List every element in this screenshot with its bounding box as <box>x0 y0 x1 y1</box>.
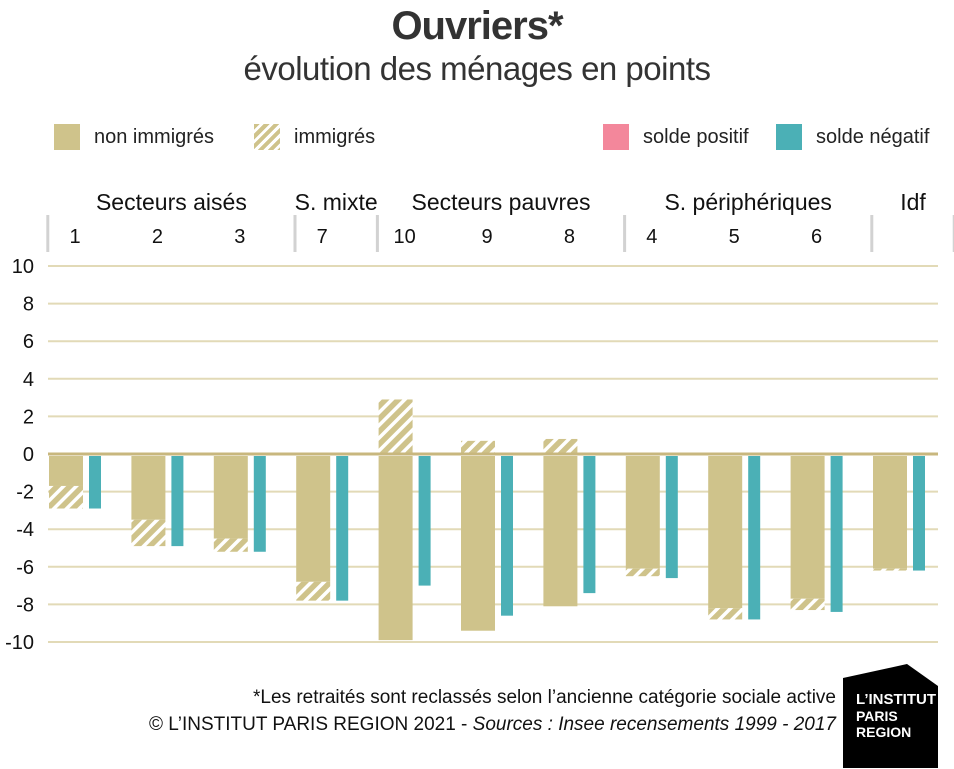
y-tick-label: 8 <box>23 294 34 316</box>
bar-non-immigres <box>873 456 907 569</box>
group-label: Secteurs pauvres <box>412 189 591 215</box>
category-label: 4 <box>646 226 657 248</box>
logo-line-2: PARIS <box>856 708 898 724</box>
bar-non-immigres <box>790 456 825 599</box>
legend-label-immigres: immigrés <box>294 125 376 148</box>
bar-non-immigres <box>625 456 660 569</box>
category-label: 1 <box>69 226 80 248</box>
legend-swatch-solde-positif <box>603 124 629 150</box>
chart-subtitle: évolution des ménages en points <box>243 50 712 87</box>
group-label: Idf <box>900 189 926 215</box>
bar-immigres <box>873 568 907 571</box>
bar-immigres <box>378 399 413 454</box>
legend-label-solde-negatif: solde négatif <box>816 125 930 148</box>
group-header-layer: Secteurs aisés 1 2 3 S. mixte 7 Secteurs pauvr… <box>46 189 954 252</box>
y-tick-label: -4 <box>16 519 34 541</box>
bar-solde-negatif <box>913 456 925 571</box>
bar-non-immigres <box>378 456 413 641</box>
category-label: 5 <box>729 226 740 248</box>
bar-solde-negatif <box>418 456 431 586</box>
legend-swatch-immigres <box>254 124 280 150</box>
y-tick-label: -2 <box>16 482 34 504</box>
category-label: 6 <box>811 226 822 248</box>
group-label: Secteurs aisés <box>96 189 247 215</box>
sources-text: Sources : Insee recensements 1999 - 2017 <box>472 714 836 735</box>
bar-immigres <box>213 538 248 552</box>
group-label: S. mixte <box>295 189 378 215</box>
category-label: 9 <box>481 226 492 248</box>
y-tick-label: 6 <box>23 331 34 353</box>
bar-immigres <box>131 519 166 547</box>
y-tick-label: -10 <box>5 632 34 654</box>
chart-title: Ouvriers* <box>391 4 563 48</box>
bar-non-immigres <box>296 456 331 582</box>
institut-logo <box>843 664 938 768</box>
bar-solde-negatif <box>336 456 349 601</box>
bar-non-immigres <box>708 456 743 609</box>
bar-immigres <box>296 581 331 601</box>
category-label: 8 <box>564 226 575 248</box>
copyright-text: © L’INSTITUT PARIS REGION 2021 - <box>148 714 473 735</box>
category-label: 7 <box>317 226 328 248</box>
bar-solde-negatif <box>748 456 761 620</box>
legend-label-non-immigres: non immigrés <box>94 125 215 148</box>
footnote: *Les retraités sont reclassés selon l’an… <box>253 687 836 708</box>
logo-line-1: L’INSTITUT <box>856 691 936 708</box>
bar-solde-negatif <box>830 456 843 612</box>
bar-solde-negatif <box>665 456 678 579</box>
bar-solde-negatif <box>89 456 101 509</box>
bar-non-immigres <box>49 456 83 486</box>
bar-immigres <box>49 485 83 509</box>
bar-non-immigres <box>543 456 578 607</box>
y-tick-label: 10 <box>12 256 34 278</box>
y-tick-label: -8 <box>16 594 34 616</box>
bar-immigres <box>543 438 578 454</box>
bar-layer <box>49 399 925 641</box>
legend-label-solde-positif: solde positif <box>643 125 749 148</box>
y-tick-label: 0 <box>23 444 34 466</box>
bar-solde-negatif <box>253 456 266 552</box>
logo-text: L’INSTITUT PARIS REGION <box>856 691 936 741</box>
bar-non-immigres <box>461 456 495 631</box>
legend-swatch-solde-negatif <box>776 124 802 150</box>
y-tick-label: 2 <box>23 406 34 428</box>
group-label: S. périphériques <box>664 189 832 215</box>
category-label: 10 <box>393 226 415 248</box>
bar-solde-negatif <box>501 456 513 616</box>
legend-solde-negatif: solde négatif <box>776 122 929 152</box>
legend-non-immigres: non immigrés <box>54 122 214 152</box>
legend-swatch-non-immigres <box>54 124 80 150</box>
bar-immigres <box>625 568 660 577</box>
bar-immigres <box>708 608 743 620</box>
y-tick-label: -6 <box>16 557 34 579</box>
bar-immigres <box>461 440 495 454</box>
bar-non-immigres <box>213 456 248 539</box>
category-label: 3 <box>234 226 245 248</box>
y-tick-label: 4 <box>23 369 34 391</box>
bar-solde-negatif <box>583 456 596 594</box>
bar-immigres <box>790 598 825 611</box>
source-line: © L’INSTITUT PARIS REGION 2021 - Sources… <box>149 714 836 736</box>
legend-solde-positif: solde positif <box>603 122 749 152</box>
category-label: 2 <box>152 226 163 248</box>
bar-solde-negatif <box>171 456 184 547</box>
logo-line-3: REGION <box>856 724 912 740</box>
bar-non-immigres <box>131 456 166 520</box>
legend-immigres: immigrés <box>254 122 375 152</box>
